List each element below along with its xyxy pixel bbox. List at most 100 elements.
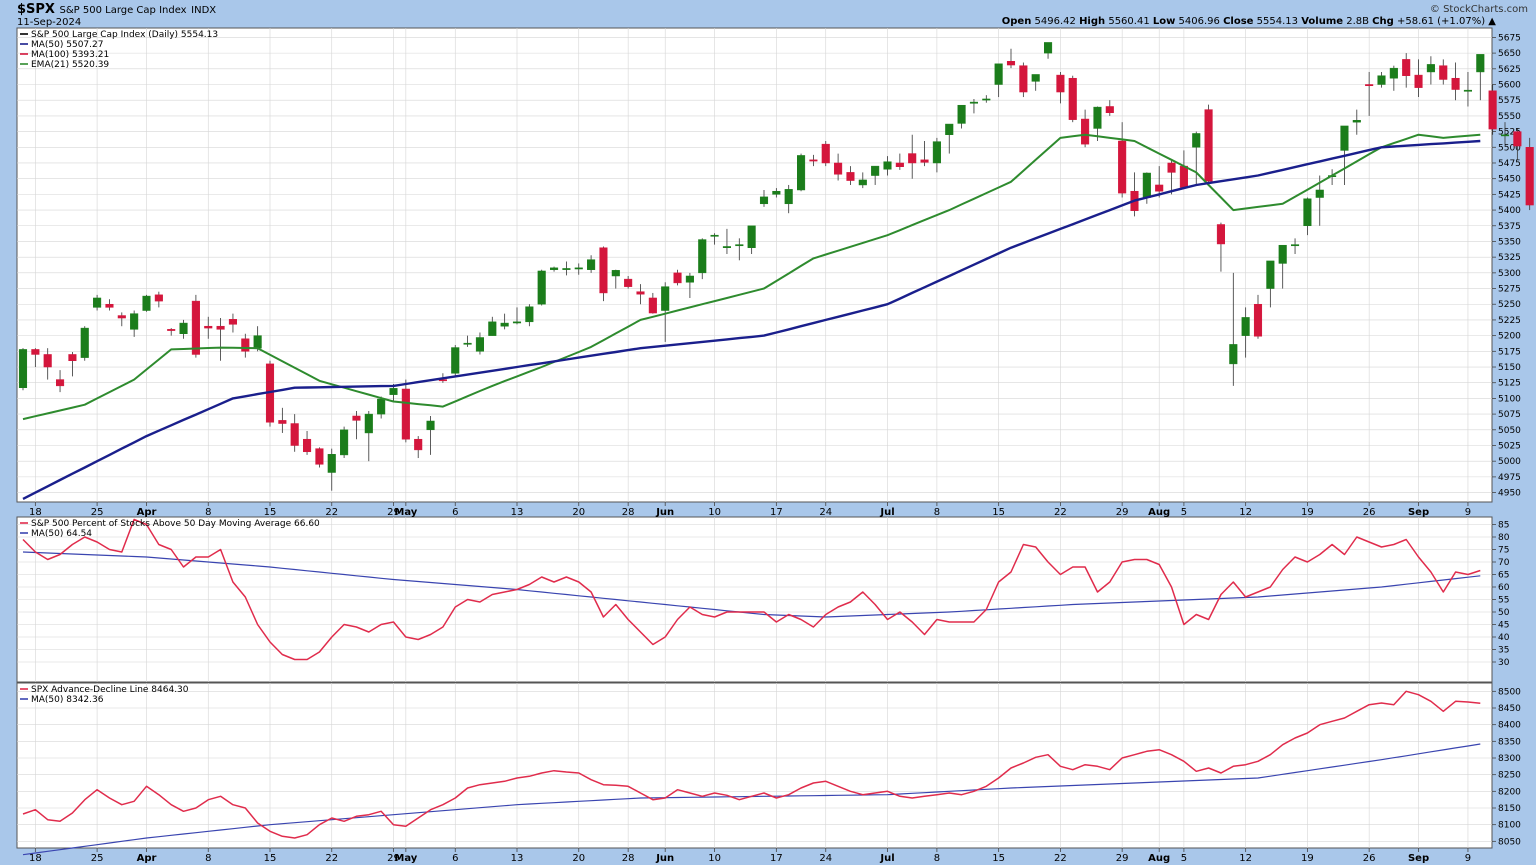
y-tick-label: 5025 (1498, 441, 1521, 451)
y-tick-label: 45 (1498, 621, 1509, 631)
panel-1-background (16, 27, 1493, 503)
ema21-line (22, 133, 1481, 421)
chg-label: Chg (1372, 16, 1394, 27)
candle-up (1426, 64, 1435, 73)
candle-up (1303, 198, 1312, 227)
y-tick-label: 8400 (1498, 721, 1521, 731)
legend-entry: EMA(21) 5520.39 (31, 60, 109, 70)
candle-down (624, 278, 633, 287)
legend-entry: MA(50) 8342.36 (31, 695, 104, 705)
y-tick-label: 8200 (1498, 787, 1521, 797)
y-tick-label: 5550 (1498, 112, 1521, 122)
candle-up (1241, 317, 1250, 336)
candle-down (1216, 224, 1226, 245)
x-tick-label: 13 (511, 507, 524, 518)
candle-up (1315, 189, 1324, 198)
y-tick-label: 40 (1498, 633, 1510, 643)
ma50-line (22, 139, 1481, 500)
x-tick-label: 25 (91, 853, 104, 864)
x-tick-label: Jul (879, 507, 894, 518)
candle-up (562, 268, 571, 270)
candle-down (1439, 65, 1448, 80)
y-tick-label: 5375 (1498, 222, 1521, 232)
candle-up (1192, 133, 1201, 148)
x-tick-label: 12 (1239, 507, 1252, 518)
candle-down (1056, 74, 1065, 93)
candle-down (821, 143, 830, 164)
ticker-symbol[interactable]: $SPX (17, 2, 55, 17)
y-tick-label: 80 (1498, 533, 1510, 543)
candle-down (216, 325, 225, 330)
candle-up (661, 286, 670, 311)
candle-down (1488, 90, 1497, 130)
x-tick-label: Jun (655, 853, 674, 864)
candle-up (722, 246, 732, 248)
candle-down (1402, 59, 1411, 76)
brand-label[interactable]: © StockCharts.com (1429, 4, 1528, 15)
volume-value: 2.8B (1346, 16, 1369, 27)
candle-down (1414, 74, 1423, 88)
candle-down (438, 379, 447, 382)
y-tick-label: 5175 (1498, 347, 1521, 357)
candle-up (1093, 106, 1102, 129)
candle-down (846, 172, 855, 181)
y-tick-label: 5575 (1498, 96, 1521, 106)
y-tick-label: 8250 (1498, 771, 1521, 781)
x-tick-label: 29 (1116, 507, 1129, 518)
x-tick-label: 24 (819, 507, 832, 518)
candle-down (908, 153, 917, 164)
candle-down (1006, 61, 1016, 66)
candle-up (130, 313, 139, 330)
x-tick-label: Jul (879, 853, 894, 864)
candle-down (895, 162, 904, 167)
y-tick-label: 5275 (1498, 285, 1521, 295)
candle-down (1068, 77, 1077, 120)
candle-up (932, 141, 941, 164)
x-tick-label: Sep (1408, 507, 1429, 518)
legend-entry: MA(50) 64.54 (31, 529, 92, 539)
candle-up (1352, 120, 1361, 123)
candle-up (364, 413, 373, 434)
low-label: Low (1152, 16, 1176, 27)
x-tick-label: Apr (137, 507, 157, 518)
low-value: 5406.96 (1178, 16, 1220, 27)
x-tick-label: May (394, 853, 417, 864)
x-tick-label: 29 (387, 853, 400, 864)
x-tick-label: 22 (1054, 853, 1067, 864)
panel-2-main-line (22, 518, 1481, 661)
x-tick-label: Jun (655, 507, 674, 518)
x-tick-label: 12 (1239, 853, 1252, 864)
candle-down (56, 379, 65, 387)
x-tick-label: 18 (29, 853, 42, 864)
x-tick-label: 13 (511, 853, 524, 864)
candle-up (80, 327, 89, 358)
candle-down (117, 315, 126, 319)
candle-up (451, 347, 460, 374)
candle-up (500, 322, 509, 327)
candle-up (969, 101, 979, 104)
y-tick-label: 65 (1498, 571, 1509, 581)
y-tick-label: 8100 (1498, 821, 1521, 831)
ticker-name: S&P 500 Large Cap Index (59, 5, 187, 16)
x-tick-label: Apr (137, 853, 157, 864)
candle-up (1463, 89, 1473, 92)
candle-up (587, 259, 596, 270)
x-tick-label: 6 (452, 507, 458, 518)
x-tick-label: 9 (1465, 507, 1471, 518)
candle-up (1142, 172, 1151, 198)
candle-up (994, 63, 1003, 85)
x-tick-label: 8 (205, 507, 211, 518)
candle-down (1365, 84, 1374, 87)
candle-up (426, 420, 435, 431)
x-tick-label: Aug (1148, 507, 1170, 518)
y-tick-label: 35 (1498, 646, 1509, 656)
y-tick-label: 5650 (1498, 49, 1521, 59)
candle-down (191, 300, 200, 355)
y-tick-label: 70 (1498, 558, 1510, 568)
candle-up (475, 337, 484, 352)
candle-down (31, 349, 40, 355)
x-tick-label: 10 (708, 507, 721, 518)
candle-down (599, 247, 608, 294)
x-tick-label: 19 (1301, 507, 1314, 518)
x-tick-label: 17 (770, 507, 783, 518)
